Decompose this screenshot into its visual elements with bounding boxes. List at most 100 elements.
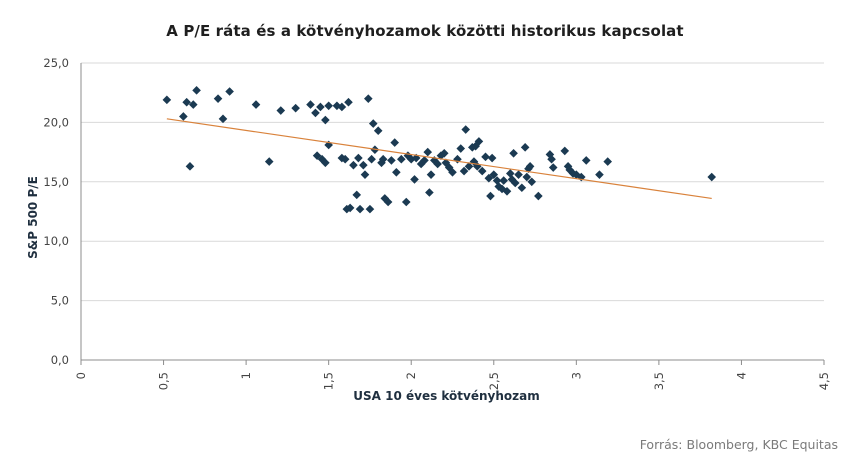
x-tick-labels: 0 0,5 1 1,5 2 2,5 3 3,5 4 4,5: [74, 372, 831, 390]
data-point: [522, 172, 532, 182]
y-tick-label: 0,0: [51, 353, 69, 367]
data-point: [345, 203, 355, 213]
data-point: [368, 119, 378, 128]
data-point: [359, 160, 368, 170]
data-point: [547, 154, 556, 164]
data-point: [410, 175, 419, 184]
x-tick-label: 0: [74, 372, 88, 379]
x-tick-label: 2,5: [487, 372, 501, 390]
data-point: [321, 115, 330, 125]
y-tick-label: 20,0: [43, 115, 69, 129]
data-point: [502, 187, 512, 196]
data-point: [486, 191, 495, 201]
x-tick-label: 3: [569, 372, 583, 379]
data-point: [707, 172, 717, 182]
data-point: [581, 156, 591, 165]
data-point: [349, 160, 358, 170]
data-point: [332, 101, 342, 111]
data-point: [499, 176, 508, 185]
data-point: [517, 183, 527, 193]
data-point: [354, 153, 363, 163]
data-point: [373, 126, 383, 136]
data-point: [162, 95, 172, 105]
y-tick-label: 15,0: [43, 175, 69, 189]
data-point: [392, 167, 401, 177]
data-point: [595, 170, 604, 179]
y-tick-label: 5,0: [51, 294, 69, 308]
data-point: [525, 162, 535, 171]
data-point: [264, 157, 274, 166]
data-point: [185, 162, 195, 171]
x-tick-label: 0,5: [157, 372, 171, 390]
data-point: [497, 184, 507, 194]
data-point: [188, 100, 198, 109]
data-point: [448, 167, 457, 177]
y-tick-label: 10,0: [43, 234, 69, 248]
data-point: [534, 191, 543, 201]
data-point: [363, 94, 373, 103]
data-point: [548, 163, 558, 172]
x-tick-label: 1: [239, 372, 253, 379]
x-tick-label: 2: [404, 372, 418, 379]
data-point: [218, 114, 228, 124]
source-note: Forrás: Bloomberg, KBC Equitas: [639, 437, 838, 452]
data-point: [563, 162, 573, 171]
data-point: [378, 154, 388, 164]
x-tick-label: 4,5: [817, 372, 831, 390]
y-tick-labels: 0,0 5,0 10,0 15,0 20,0 25,0: [43, 56, 69, 367]
data-point: [510, 178, 520, 188]
data-point: [324, 101, 333, 111]
data-point: [337, 153, 347, 163]
data-point: [481, 152, 490, 162]
data-point: [527, 177, 537, 187]
data-point: [459, 166, 469, 176]
data-point: [340, 154, 350, 164]
axes: [80, 63, 825, 365]
data-point: [423, 147, 433, 157]
gridlines: [81, 62, 824, 302]
data-point: [520, 143, 530, 152]
data-point: [401, 197, 411, 207]
data-point: [474, 137, 484, 146]
data-point: [337, 102, 347, 112]
data-point: [182, 97, 191, 107]
chart-title: A P/E ráta és a kötvényhozamok közötti h…: [166, 22, 684, 40]
data-point: [360, 170, 370, 179]
data-point: [456, 144, 466, 153]
data-point: [433, 159, 442, 169]
data-point: [306, 100, 315, 109]
data-point: [603, 157, 613, 166]
data-point: [489, 170, 499, 179]
data-point: [492, 176, 502, 185]
trendline-group: [166, 118, 712, 200]
data-point: [464, 162, 474, 171]
data-point: [420, 156, 429, 165]
data-point: [276, 106, 286, 115]
data-point: [225, 87, 234, 96]
data-point: [565, 165, 575, 175]
trendline: [166, 118, 712, 200]
data-point: [352, 190, 362, 200]
data-point: [390, 138, 400, 147]
data-point: [179, 112, 188, 121]
data-point: [251, 100, 261, 109]
x-axis-title: USA 10 éves kötvényhozam: [353, 389, 540, 403]
data-point: [324, 140, 333, 150]
x-tick-label: 3,5: [652, 372, 666, 390]
data-point: [213, 94, 223, 103]
y-axis-title: S&P 500 P/E: [26, 176, 40, 259]
data-point: [387, 156, 396, 165]
data-point: [560, 146, 570, 156]
data-point: [192, 86, 201, 95]
data-point: [316, 102, 325, 112]
data-point: [291, 103, 300, 113]
data-point: [477, 166, 487, 176]
data-point: [416, 159, 426, 169]
data-point: [311, 108, 320, 118]
data-point: [545, 150, 555, 159]
data-point: [355, 204, 365, 214]
data-point: [377, 158, 386, 168]
data-point: [468, 143, 477, 152]
data-point: [461, 125, 471, 134]
